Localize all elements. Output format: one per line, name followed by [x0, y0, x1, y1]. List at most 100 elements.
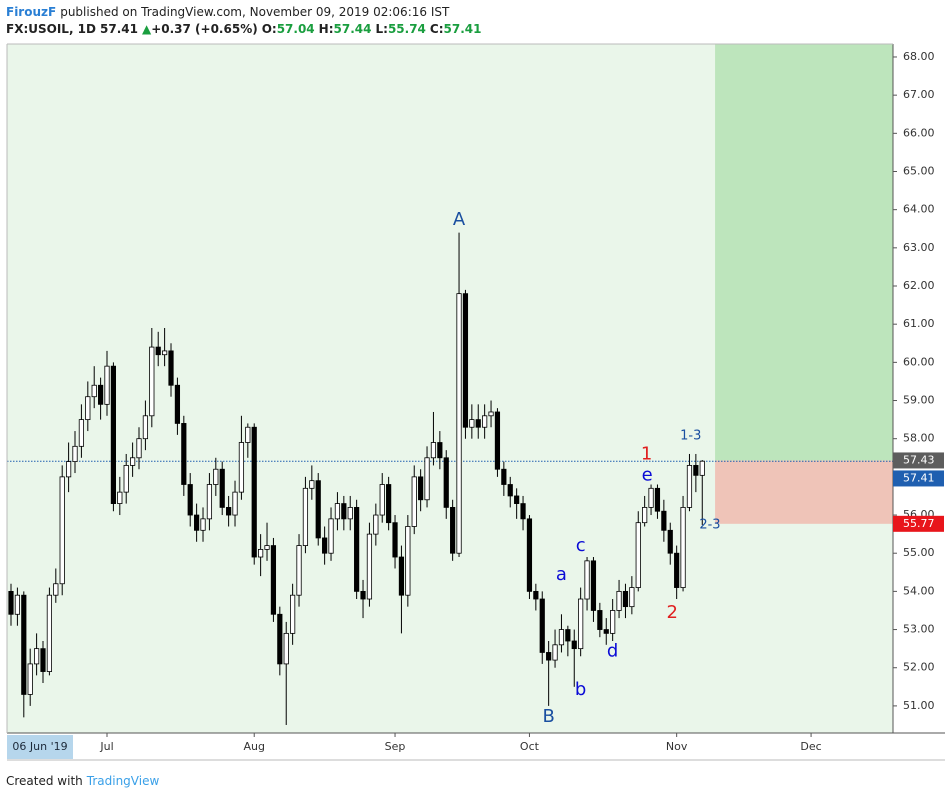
- candle-body: [674, 552, 680, 588]
- x-tick-label: Nov: [666, 740, 688, 753]
- chart: A Ba b c d e1 2 1-3 2-3 51.00 52.00 53.00 54.00 55.00…: [6, 43, 945, 761]
- up-arrow: ▲: [141, 22, 152, 36]
- x-tick-label: Jul: [99, 740, 113, 753]
- candle-body: [686, 465, 693, 508]
- candle: [91, 366, 97, 409]
- candle: [366, 522, 373, 607]
- candle-body: [603, 629, 609, 634]
- candle-body: [347, 507, 353, 520]
- candle-body: [181, 423, 187, 485]
- candle-body: [245, 426, 251, 443]
- candle-body: [110, 365, 117, 504]
- candle: [674, 545, 680, 600]
- candle: [437, 431, 443, 470]
- candle-body: [552, 644, 558, 661]
- candle-body: [302, 487, 309, 546]
- candle: [232, 480, 238, 527]
- candle: [181, 415, 187, 496]
- candle-body: [514, 495, 520, 504]
- x-tick-label: Aug: [243, 740, 264, 753]
- candle: [334, 492, 341, 531]
- candle-body: [424, 457, 430, 501]
- candle-body: [430, 442, 437, 459]
- candle-body: [635, 522, 641, 588]
- candle: [258, 534, 264, 577]
- candle: [533, 583, 539, 611]
- candle-body: [667, 529, 673, 554]
- candle-body: [232, 491, 238, 516]
- ohlc-value: 57.04: [276, 22, 315, 36]
- author[interactable]: FirouzF: [6, 5, 57, 19]
- candle-body: [8, 590, 14, 615]
- candle-body: [571, 640, 577, 650]
- candle: [648, 484, 654, 516]
- candle-body: [117, 491, 123, 504]
- candle: [142, 400, 149, 451]
- candle: [149, 327, 155, 428]
- candle: [507, 476, 513, 508]
- candle: [174, 377, 181, 435]
- candle: [302, 476, 309, 554]
- candle: [661, 499, 667, 542]
- candle-body: [14, 594, 21, 615]
- candle-body: [296, 545, 302, 596]
- candle: [462, 289, 469, 439]
- candle-body: [251, 426, 257, 558]
- candle-body: [53, 583, 59, 596]
- candle-body: [482, 415, 488, 428]
- candle-body: [654, 487, 661, 512]
- candle: [456, 232, 462, 558]
- candle-body: [462, 293, 469, 428]
- candle: [584, 557, 590, 611]
- candle: [283, 621, 289, 725]
- candle: [418, 469, 424, 512]
- candle: [578, 587, 584, 657]
- candle: [309, 465, 315, 500]
- candle-body: [34, 648, 40, 665]
- candle: [219, 461, 225, 516]
- candle-body: [546, 652, 552, 661]
- wave-label: a: [556, 564, 567, 585]
- candle-body: [597, 610, 603, 630]
- candle-body: [616, 590, 622, 611]
- candle: [514, 488, 520, 519]
- candle-body: [539, 598, 545, 653]
- candle-body: [174, 384, 181, 424]
- candle-body: [155, 346, 161, 356]
- candle: [629, 576, 635, 615]
- y-tick-label: 55.00: [903, 546, 935, 559]
- candle-body: [456, 293, 462, 554]
- ohlc-value: 57.41: [443, 22, 482, 36]
- candle-body: [405, 526, 411, 596]
- ohlc: O:57.04 H:57.44 L:55.74 C:57.41: [258, 22, 482, 36]
- candle: [603, 618, 609, 645]
- candle: [130, 442, 136, 477]
- candle-body: [21, 594, 27, 695]
- wave-label: d: [607, 641, 618, 662]
- candle: [21, 591, 27, 718]
- candle: [40, 641, 46, 683]
- candle-body: [341, 503, 347, 520]
- candle-body: [142, 415, 149, 440]
- candle-body: [379, 484, 385, 516]
- candle-body: [565, 629, 571, 642]
- candle-body: [78, 419, 85, 447]
- candle: [296, 534, 302, 607]
- loss-zone: [715, 460, 893, 524]
- candle-body: [661, 510, 667, 531]
- candle-body: [104, 365, 110, 405]
- x-tick-label: Sep: [385, 740, 406, 753]
- candle-body: [27, 663, 33, 695]
- candle: [693, 453, 699, 493]
- candle-body: [270, 545, 277, 615]
- candle-body: [72, 445, 78, 462]
- candle: [277, 606, 283, 676]
- candle: [206, 473, 213, 531]
- footer: Created with TradingView: [6, 774, 159, 788]
- candle: [680, 495, 686, 592]
- candle-body: [398, 556, 405, 596]
- brand[interactable]: TradingView: [86, 774, 160, 788]
- candle: [290, 583, 296, 645]
- last-price: 57.41: [100, 22, 138, 36]
